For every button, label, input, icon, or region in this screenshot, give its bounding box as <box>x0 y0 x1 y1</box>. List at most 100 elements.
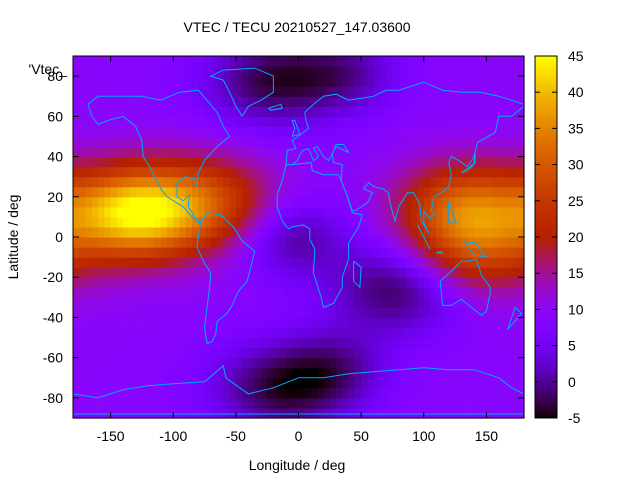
coastline-4 <box>285 81 525 165</box>
heatmap-cell <box>492 176 500 188</box>
heatmap-cell <box>505 176 513 188</box>
heatmap-cell <box>248 397 256 409</box>
heatmap-cell <box>235 196 243 208</box>
heatmap-cell <box>248 196 256 208</box>
heatmap-cell <box>361 257 368 268</box>
heatmap-cell <box>173 76 181 87</box>
heatmap-cell <box>98 146 105 158</box>
heatmap-cell <box>480 146 488 158</box>
heatmap-cell <box>73 297 80 308</box>
heatmap-cell <box>461 347 469 359</box>
heatmap-cell <box>166 357 174 369</box>
colorbar-segment <box>535 294 557 298</box>
heatmap-cell <box>223 247 231 258</box>
heatmap-cell <box>448 176 456 188</box>
heatmap-cell <box>273 166 281 178</box>
heatmap-cell <box>373 367 381 379</box>
heatmap-cell <box>336 96 343 107</box>
heatmap-cell <box>304 397 312 409</box>
heatmap-cell <box>505 106 513 117</box>
heatmap-cell <box>298 116 306 127</box>
heatmap-cell <box>285 317 293 329</box>
heatmap-cell <box>217 216 224 228</box>
heatmap-cell <box>505 156 513 168</box>
heatmap-cell <box>392 216 400 228</box>
heatmap-cell <box>329 347 337 359</box>
heatmap-cell <box>417 407 425 419</box>
heatmap-cell <box>292 66 300 77</box>
heatmap-cell <box>411 257 419 268</box>
heatmap-cell <box>411 267 419 278</box>
heatmap-cell <box>198 317 206 329</box>
heatmap-cell <box>104 96 112 107</box>
heatmap-cell <box>285 206 293 218</box>
heatmap-cell <box>79 116 87 127</box>
heatmap-cell <box>348 397 356 409</box>
heatmap-cell <box>336 226 343 238</box>
heatmap-cell <box>116 76 124 87</box>
heatmap-cell <box>342 347 350 359</box>
heatmap-cell <box>386 106 394 117</box>
heatmap-cell <box>148 247 156 258</box>
heatmap-cell <box>98 317 105 329</box>
heatmap-cell <box>392 297 400 308</box>
heatmap-cell <box>404 367 412 379</box>
heatmap-cell <box>398 106 406 117</box>
heatmap-cell <box>273 186 281 198</box>
y-axis-label: Latitude / deg <box>5 195 21 280</box>
heatmap-cell <box>455 247 462 258</box>
heatmap-cell <box>511 397 519 409</box>
heatmap-cell <box>473 387 481 399</box>
heatmap-cell <box>379 347 387 359</box>
heatmap-cell <box>267 357 275 369</box>
heatmap-cell <box>79 156 87 168</box>
heatmap-cell <box>455 156 462 168</box>
heatmap-cell <box>279 196 287 208</box>
heatmap-cell <box>91 156 99 168</box>
heatmap-cell <box>455 377 462 389</box>
heatmap-cell <box>185 387 193 399</box>
heatmap-cell <box>98 176 105 188</box>
heatmap-cell <box>279 176 287 188</box>
heatmap-cell <box>235 287 243 298</box>
heatmap-cell <box>423 156 431 168</box>
colorbar-segment <box>535 393 557 398</box>
colorbar-segment <box>535 288 557 292</box>
heatmap-cell <box>505 367 513 379</box>
heatmap-cell <box>417 56 425 67</box>
heatmap-cell <box>104 357 112 369</box>
heatmap-cell <box>229 186 237 198</box>
heatmap-cell <box>154 257 162 268</box>
heatmap-cell <box>135 277 143 288</box>
heatmap-cell <box>217 387 224 399</box>
heatmap-cell <box>116 116 124 127</box>
heatmap-cell <box>91 347 99 359</box>
colorbar-segment <box>535 122 557 126</box>
heatmap-cell <box>267 96 275 107</box>
heatmap-cell <box>198 237 206 248</box>
x-tick-label: -50 <box>226 428 246 444</box>
heatmap-cell <box>486 106 494 117</box>
heatmap-cell <box>411 156 419 168</box>
heatmap-cell <box>473 116 481 127</box>
heatmap-cell <box>242 257 249 268</box>
heatmap-cell <box>185 206 193 218</box>
heatmap-cell <box>386 166 394 178</box>
heatmap-cell <box>511 226 519 238</box>
heatmap-cell <box>317 56 325 67</box>
heatmap-cell <box>285 186 293 198</box>
heatmap-cell <box>279 156 287 168</box>
heatmap-cell <box>129 237 137 248</box>
heatmap-cell <box>135 186 143 198</box>
heatmap-cell <box>480 166 488 178</box>
heatmap-cell <box>148 216 156 228</box>
heatmap-cell <box>348 387 356 399</box>
heatmap-cell <box>248 56 256 67</box>
heatmap-cell <box>141 136 149 148</box>
heatmap-cell <box>379 156 387 168</box>
heatmap-cell <box>348 126 356 138</box>
heatmap-cell <box>242 206 249 218</box>
heatmap-cell <box>498 96 506 107</box>
heatmap-cell <box>279 76 287 87</box>
